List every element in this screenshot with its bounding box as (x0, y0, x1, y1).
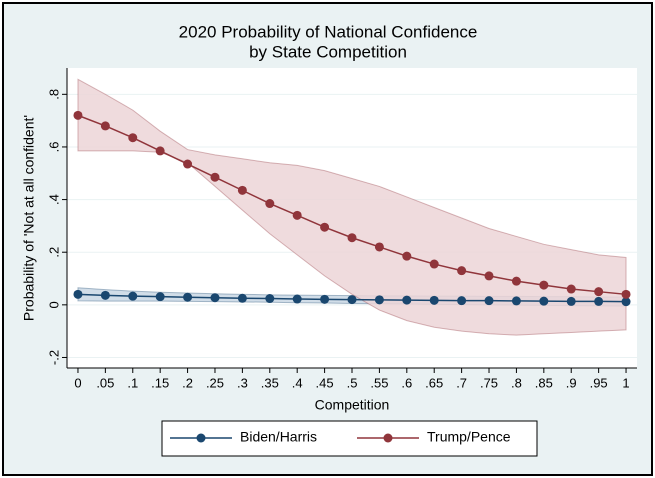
x-tick-label: .35 (261, 375, 279, 390)
point (484, 271, 494, 281)
point (210, 293, 220, 303)
point (237, 293, 247, 303)
x-tick-label: .1 (127, 375, 138, 390)
point (457, 266, 467, 276)
x-axis-label: Competition (315, 397, 390, 413)
point (539, 280, 549, 290)
x-tick-label: .2 (182, 375, 193, 390)
x-tick-label: .7 (456, 375, 467, 390)
legend-marker (196, 433, 206, 443)
x-tick-label: .8 (511, 375, 522, 390)
x-tick-label: .15 (151, 375, 169, 390)
point (402, 295, 412, 305)
point (210, 172, 220, 182)
x-tick-label: .6 (401, 375, 412, 390)
point (237, 185, 247, 195)
x-tick-label: .4 (292, 375, 303, 390)
point (100, 290, 110, 300)
legend-label: Biden/Harris (240, 429, 317, 445)
point (594, 287, 604, 297)
point (100, 121, 110, 131)
point (73, 110, 83, 120)
confidence-band (77, 78, 627, 336)
point (402, 251, 412, 261)
point (429, 259, 439, 269)
y-axis-label: Probability of 'Not at all confident' (21, 115, 37, 321)
point (374, 242, 384, 252)
point (566, 284, 576, 294)
point (621, 289, 631, 299)
x-tick-label: 0 (74, 375, 81, 390)
chart-title: by State Competition (249, 42, 407, 61)
y-tick-label: .4 (46, 194, 61, 205)
x-tick-label: .5 (347, 375, 358, 390)
x-tick-label: .45 (316, 375, 334, 390)
point (484, 296, 494, 306)
point (320, 294, 330, 304)
point (265, 294, 275, 304)
x-tick-label: .95 (590, 375, 608, 390)
point (183, 292, 193, 302)
y-tick-label: 0 (46, 301, 61, 308)
point (292, 294, 302, 304)
point (347, 295, 357, 305)
y-tick-label: .6 (46, 142, 61, 153)
legend-label: Trump/Pence (427, 429, 511, 445)
point (594, 296, 604, 306)
y-tick-label: -.2 (46, 350, 61, 365)
point (457, 296, 467, 306)
point (429, 295, 439, 305)
point (511, 276, 521, 286)
x-tick-label: .85 (535, 375, 553, 390)
point (566, 296, 576, 306)
point (511, 296, 521, 306)
x-tick-label: .65 (425, 375, 443, 390)
x-tick-label: .75 (480, 375, 498, 390)
point (539, 296, 549, 306)
x-tick-label: .3 (237, 375, 248, 390)
chart-title: 2020 Probability of National Confidence (179, 22, 478, 41)
y-tick-label: .2 (46, 247, 61, 258)
point (292, 210, 302, 220)
legend-marker (383, 433, 393, 443)
point (374, 295, 384, 305)
y-tick-label: .8 (46, 89, 61, 100)
point (183, 159, 193, 169)
x-tick-label: .9 (566, 375, 577, 390)
point (128, 133, 138, 143)
point (155, 292, 165, 302)
point (621, 297, 631, 307)
point (347, 233, 357, 243)
x-tick-label: 1 (622, 375, 629, 390)
point (320, 222, 330, 232)
x-tick-label: .25 (206, 375, 224, 390)
point (155, 146, 165, 156)
point (128, 291, 138, 301)
x-tick-label: .55 (370, 375, 388, 390)
x-tick-label: .05 (96, 375, 114, 390)
point (73, 289, 83, 299)
point (265, 199, 275, 209)
